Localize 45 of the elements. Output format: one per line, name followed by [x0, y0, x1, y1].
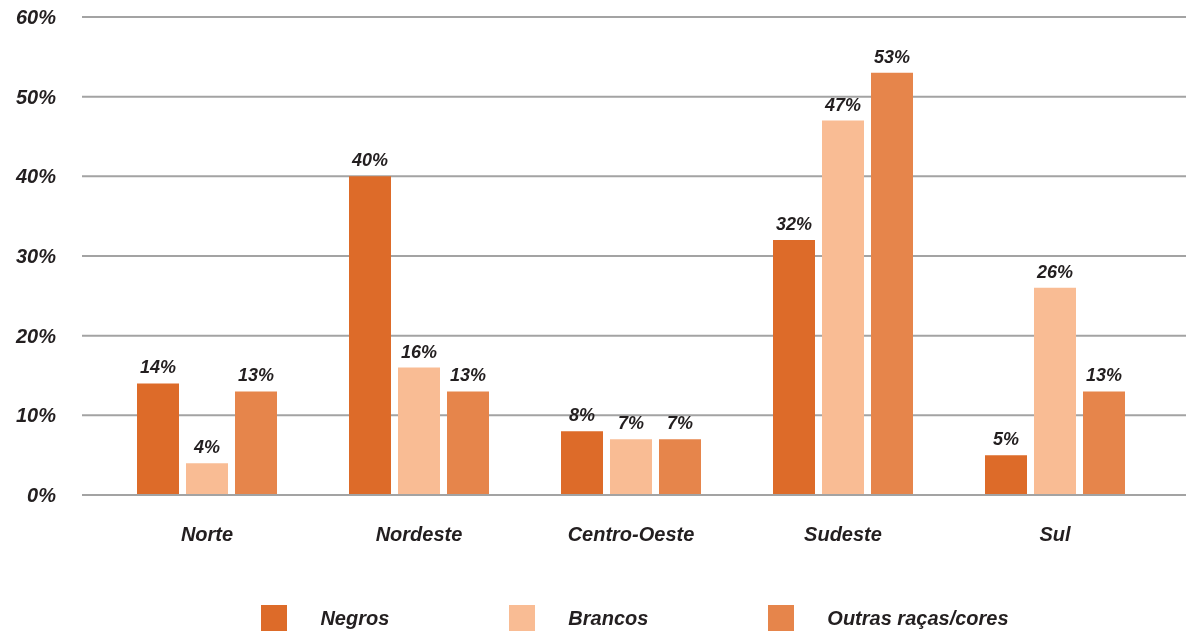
y-tick-label: 0% [27, 484, 57, 507]
data-label: 32% [775, 214, 813, 235]
x-tick-label: Sul [1039, 523, 1071, 546]
x-tick-label: Norte [180, 523, 234, 546]
bar [822, 120, 864, 495]
y-tick-label: 20% [14, 324, 57, 347]
bar [349, 176, 391, 495]
data-label: 7% [617, 413, 645, 434]
bar [1034, 287, 1076, 495]
data-label: 13% [449, 365, 487, 386]
legend-label: Brancos [568, 606, 649, 630]
bar [985, 455, 1027, 495]
bar [398, 367, 440, 495]
x-tick-label: Nordeste [375, 523, 463, 546]
bar [773, 240, 815, 495]
bar [1083, 391, 1125, 495]
y-tick-label: 10% [15, 404, 57, 427]
data-label: 47% [823, 94, 862, 115]
bar [871, 72, 913, 495]
legend-label: Outras raças/cores [827, 606, 1009, 630]
data-label: 40% [350, 150, 389, 171]
data-label: 5% [992, 429, 1020, 450]
data-label: 13% [237, 365, 275, 386]
bar [186, 463, 228, 495]
data-label: 16% [400, 341, 438, 362]
bar [235, 391, 277, 495]
data-label: 7% [666, 413, 694, 434]
y-tick-label: 40% [14, 165, 57, 188]
x-tick-label: Sudeste [804, 523, 882, 546]
x-tick-label: Centro-Oeste [567, 523, 695, 546]
data-label: 26% [1035, 261, 1074, 282]
data-label: 13% [1085, 365, 1123, 386]
y-tick-label: 50% [15, 85, 57, 108]
bar [137, 383, 179, 495]
legend-label: Negros [320, 606, 390, 630]
bar [610, 439, 652, 495]
data-label: 14% [139, 357, 177, 378]
data-label: 4% [192, 437, 221, 458]
bar [561, 431, 603, 495]
data-label: 8% [568, 405, 596, 426]
y-tick-label: 60% [15, 6, 57, 29]
bar [447, 391, 489, 495]
y-tick-label: 30% [15, 245, 57, 268]
bar [659, 439, 701, 495]
data-label: 53% [873, 46, 911, 67]
